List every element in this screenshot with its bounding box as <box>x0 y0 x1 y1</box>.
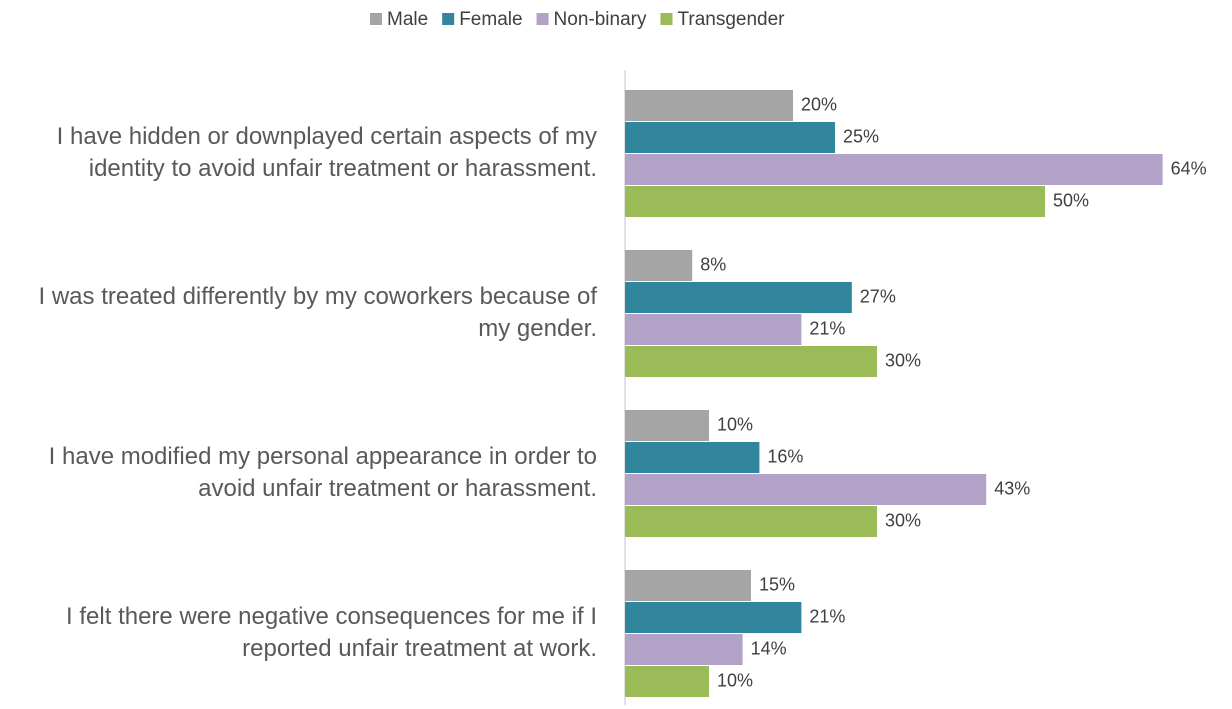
data-label: 50% <box>1053 190 1089 210</box>
bar <box>625 442 760 473</box>
category-label: I was treated differently by my coworker… <box>38 283 597 342</box>
legend-label: Transgender <box>677 9 785 30</box>
legend-swatch <box>536 13 549 25</box>
bar <box>625 570 751 601</box>
bar <box>625 634 743 665</box>
legend-swatch <box>442 13 455 25</box>
bar <box>625 666 709 697</box>
bar <box>625 122 835 153</box>
bar <box>625 90 793 121</box>
data-label: 8% <box>700 254 726 274</box>
data-label: 43% <box>994 478 1030 498</box>
data-label: 14% <box>751 638 787 658</box>
data-label: 25% <box>843 126 879 146</box>
legend-label: Non-binary <box>554 9 647 30</box>
data-label: 15% <box>759 574 795 594</box>
category-label: I have modified my personal appearance i… <box>48 443 597 502</box>
data-label: 10% <box>717 414 753 434</box>
data-label: 30% <box>885 510 921 530</box>
bar <box>625 314 802 345</box>
bar <box>625 154 1163 185</box>
bar <box>625 410 709 441</box>
legend-swatch <box>370 13 382 25</box>
data-label: 27% <box>860 286 896 306</box>
data-label: 20% <box>801 94 837 114</box>
legend-label: Male <box>387 9 428 30</box>
data-label: 10% <box>717 670 753 690</box>
bar <box>625 186 1045 217</box>
bar <box>625 602 802 633</box>
bar <box>625 282 852 313</box>
category-label: I have hidden or downplayed certain aspe… <box>56 123 597 182</box>
bar <box>625 474 987 505</box>
bar <box>625 506 877 537</box>
data-label: 64% <box>1171 158 1207 178</box>
legend-label: Female <box>459 9 522 30</box>
bar <box>625 250 693 281</box>
data-label: 21% <box>809 318 845 338</box>
data-label: 21% <box>809 606 845 626</box>
bar <box>625 346 877 377</box>
data-label: 16% <box>767 446 803 466</box>
legend-swatch <box>660 13 673 25</box>
data-label: 30% <box>885 350 921 370</box>
category-label: I felt there were negative consequences … <box>66 603 597 662</box>
